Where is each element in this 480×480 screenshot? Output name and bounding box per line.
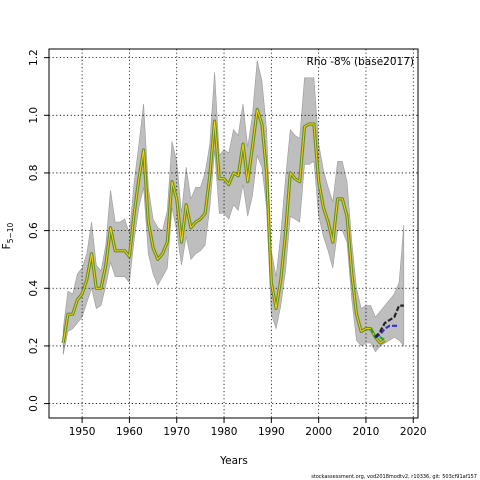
footer-note: stockassessment.org, vod2018modtv2, r103… xyxy=(311,474,477,480)
x-tick-label: 1990 xyxy=(258,426,285,438)
x-tick-label: 1960 xyxy=(116,426,143,438)
y-tick-label: 0.8 xyxy=(28,165,40,182)
x-tick-label: 1950 xyxy=(69,426,96,438)
y-tick-label: 1.0 xyxy=(28,107,40,124)
y-axis-label: F5−10 xyxy=(1,222,15,249)
plot-frame xyxy=(48,48,419,419)
y-tick-label: 1.2 xyxy=(28,49,40,66)
x-tick-label: 2020 xyxy=(400,426,427,438)
retro-line-1 xyxy=(369,328,386,342)
estimate-line-core xyxy=(62,109,386,344)
confidence-band-layer xyxy=(62,60,405,355)
axis-layer: 1950 1960 1970 1980 1990 2000 2010 2020 0.0 0.2 0.… xyxy=(28,49,427,438)
retro-line-2 xyxy=(374,324,400,339)
series-layer xyxy=(61,107,404,345)
y-axis-label-main: F xyxy=(1,243,13,249)
y-tick-label: 0.6 xyxy=(28,222,40,239)
y-tick-label: 0.2 xyxy=(28,338,40,355)
grid-layer xyxy=(49,49,418,418)
svg-text:F5−10: F5−10 xyxy=(1,222,15,249)
x-axis-label: Years xyxy=(219,455,248,467)
x-tick-label: 2000 xyxy=(305,426,332,438)
x-tick-label: 1980 xyxy=(211,426,238,438)
x-tick-label: 2010 xyxy=(353,426,380,438)
retro-line-3 xyxy=(374,304,404,339)
x-tick-label: 1970 xyxy=(163,426,190,438)
y-tick-label: 0.4 xyxy=(28,280,40,297)
y-tick-label: 0.0 xyxy=(28,395,40,412)
confidence-band xyxy=(62,60,405,355)
annotation-label: Rho -8% (base2017) xyxy=(307,56,414,68)
y-axis-label-sub: 5−10 xyxy=(6,222,15,243)
